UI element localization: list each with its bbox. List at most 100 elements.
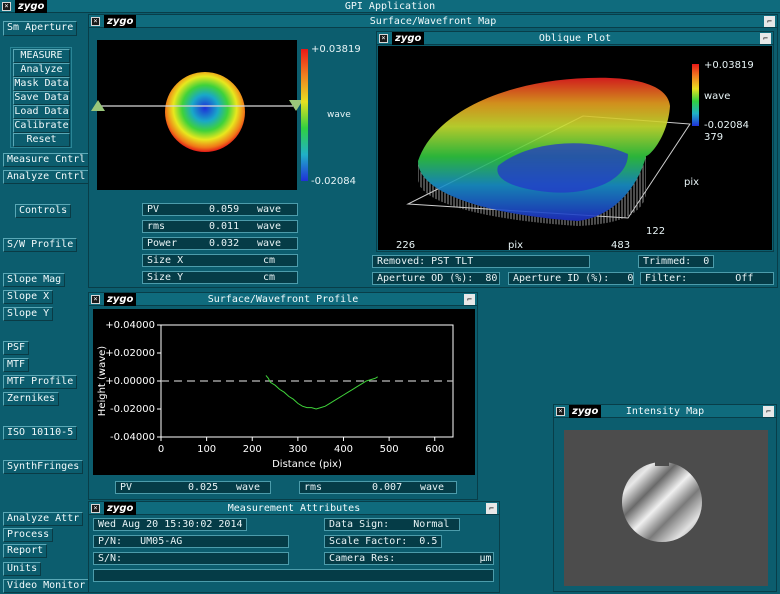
intensity-notch [655, 458, 669, 466]
aperture-od-field: Aperture OD (%): 80 [372, 272, 500, 285]
pin-icon[interactable]: ⌐ [763, 406, 774, 417]
oblique-scale-min: -0.02084 [704, 120, 749, 131]
units-button[interactable]: Units [3, 562, 42, 576]
app-titlebar: × zygo GPI Application [0, 0, 780, 13]
profile-pv-label: PV [120, 482, 133, 493]
analyze-button[interactable]: Analyze [13, 63, 70, 77]
filter-field: Filter: Off [640, 272, 774, 285]
synthfringes-button[interactable]: SynthFringes [3, 460, 84, 474]
notes-field[interactable] [93, 569, 494, 582]
slope-x-button[interactable]: Slope X [3, 290, 54, 304]
measure-cntrl-button[interactable]: Measure Cntrl [3, 153, 90, 167]
intensity-svg [622, 458, 702, 542]
profile-rms-unit: wave [420, 482, 445, 493]
oblique-y-max: 379 [704, 132, 724, 143]
profile-rms-label: rms [304, 482, 323, 493]
y-tick-label: +0.00000 [105, 376, 155, 387]
mtf-button[interactable]: MTF [3, 358, 30, 372]
camera-res-field: Camera Res: µm [324, 552, 494, 565]
calibrate-button[interactable]: Calibrate [13, 119, 70, 133]
rms-unit: wave [257, 221, 282, 232]
profile-pv-field: PV 0.025 wave [115, 481, 271, 494]
attributes-title: Measurement Attributes [227, 503, 361, 514]
scale-factor-field: Scale Factor: 0.5 [324, 535, 442, 548]
close-icon[interactable]: × [556, 407, 565, 416]
mtf-profile-button[interactable]: MTF Profile [3, 375, 78, 389]
size-y-unit: cm [263, 272, 276, 283]
pn-field[interactable]: P/N: UM05-AG [93, 535, 289, 548]
oblique-y-label: pix [684, 177, 700, 188]
sm-aperture-button[interactable]: Sm Aperture [3, 21, 78, 36]
rms-label: rms [147, 221, 166, 232]
oblique-x-max: 483 [611, 240, 631, 251]
x-tick-label: 200 [243, 444, 262, 455]
slope-mag-button[interactable]: Slope Mag [3, 273, 66, 287]
pin-icon[interactable]: ⌐ [464, 294, 475, 305]
zygo-logo: zygo [104, 293, 137, 306]
close-icon[interactable]: × [91, 17, 100, 26]
oblique-titlebar: × zygo Oblique Plot ⌐ [377, 32, 773, 45]
profile-pv-unit: wave [236, 482, 261, 493]
oblique-x-label: pix [508, 240, 524, 251]
process-button[interactable]: Process [3, 528, 54, 542]
profile-handle-right-icon[interactable] [289, 100, 303, 111]
oblique-scale-max: +0.03819 [704, 60, 754, 71]
zygo-logo: zygo [104, 15, 137, 28]
intensity-titlebar: × zygo Intensity Map ⌐ [554, 405, 776, 418]
intensity-image[interactable] [564, 430, 768, 586]
zernikes-button[interactable]: Zernikes [3, 392, 60, 406]
pv-unit: wave [257, 204, 282, 215]
oblique-x-min: 226 [396, 240, 416, 251]
iso-10110-button[interactable]: ISO 10110-5 [3, 426, 78, 440]
profile-rms-value: 0.007 [372, 482, 403, 493]
pin-icon[interactable]: ⌐ [760, 33, 771, 44]
analyze-attr-button[interactable]: Analyze Attr [3, 512, 84, 526]
size-x-field: Size X cm [142, 254, 298, 267]
psf-button[interactable]: PSF [3, 341, 30, 355]
mask-data-button[interactable]: Mask Data [13, 77, 70, 91]
rms-value: 0.011 [209, 221, 240, 232]
sw-profile-button[interactable]: S/W Profile [3, 238, 78, 252]
size-x-unit: cm [263, 255, 276, 266]
close-icon[interactable]: × [379, 34, 388, 43]
close-icon[interactable]: × [2, 2, 11, 11]
reset-button[interactable]: Reset [13, 133, 70, 147]
load-data-button[interactable]: Load Data [13, 105, 70, 119]
profile-series-line [265, 375, 378, 410]
y-tick-label: -0.02000 [110, 404, 155, 415]
trimmed-field: Trimmed: 0 [638, 255, 714, 268]
pv-value: 0.059 [209, 204, 240, 215]
attributes-window: × zygo Measurement Attributes ⌐ Wed Aug … [88, 501, 500, 593]
oblique-skirt [418, 156, 646, 226]
analyze-cntrl-button[interactable]: Analyze Cntrl [3, 170, 90, 184]
sn-field[interactable]: S/N: [93, 552, 289, 565]
video-monitor-button[interactable]: Video Monitor [3, 579, 90, 593]
pin-icon[interactable]: ⌐ [764, 16, 775, 27]
profile-chart-svg: +0.04000 +0.02000 +0.00000 -0.02000 -0.04000… [97, 320, 454, 470]
pv-field: PV 0.059 wave [142, 203, 298, 216]
x-tick-label: 300 [288, 444, 307, 455]
profile-handle-left-icon[interactable] [91, 100, 105, 111]
report-button[interactable]: Report [3, 544, 48, 558]
measure-button[interactable]: MEASURE [13, 49, 70, 63]
map-scale-min: -0.02084 [311, 176, 356, 187]
controls-button[interactable]: Controls [15, 204, 72, 218]
oblique-y-min: 122 [646, 226, 666, 237]
oblique-color-scale [692, 64, 699, 126]
y-tick-label: +0.02000 [105, 348, 155, 359]
close-icon[interactable]: × [91, 295, 100, 304]
save-data-button[interactable]: Save Data [13, 91, 70, 105]
close-icon[interactable]: × [91, 504, 100, 513]
surface-contour-plot[interactable] [91, 40, 303, 190]
pin-icon[interactable]: ⌐ [486, 503, 497, 514]
x-tick-label: 100 [197, 444, 216, 455]
oblique-svg [406, 77, 691, 226]
oblique-plot[interactable]: +0.03819 wave -0.02084 379 pix 122 226 p… [378, 46, 772, 251]
power-value: 0.032 [209, 238, 240, 249]
size-y-field: Size Y cm [142, 271, 298, 284]
profile-pv-value: 0.025 [188, 482, 219, 493]
map-scale-unit: wave [327, 110, 351, 120]
slope-y-button[interactable]: Slope Y [3, 307, 54, 321]
map-color-scale [301, 49, 308, 181]
profile-plot[interactable]: +0.04000 +0.02000 +0.00000 -0.02000 -0.04000… [93, 309, 475, 475]
